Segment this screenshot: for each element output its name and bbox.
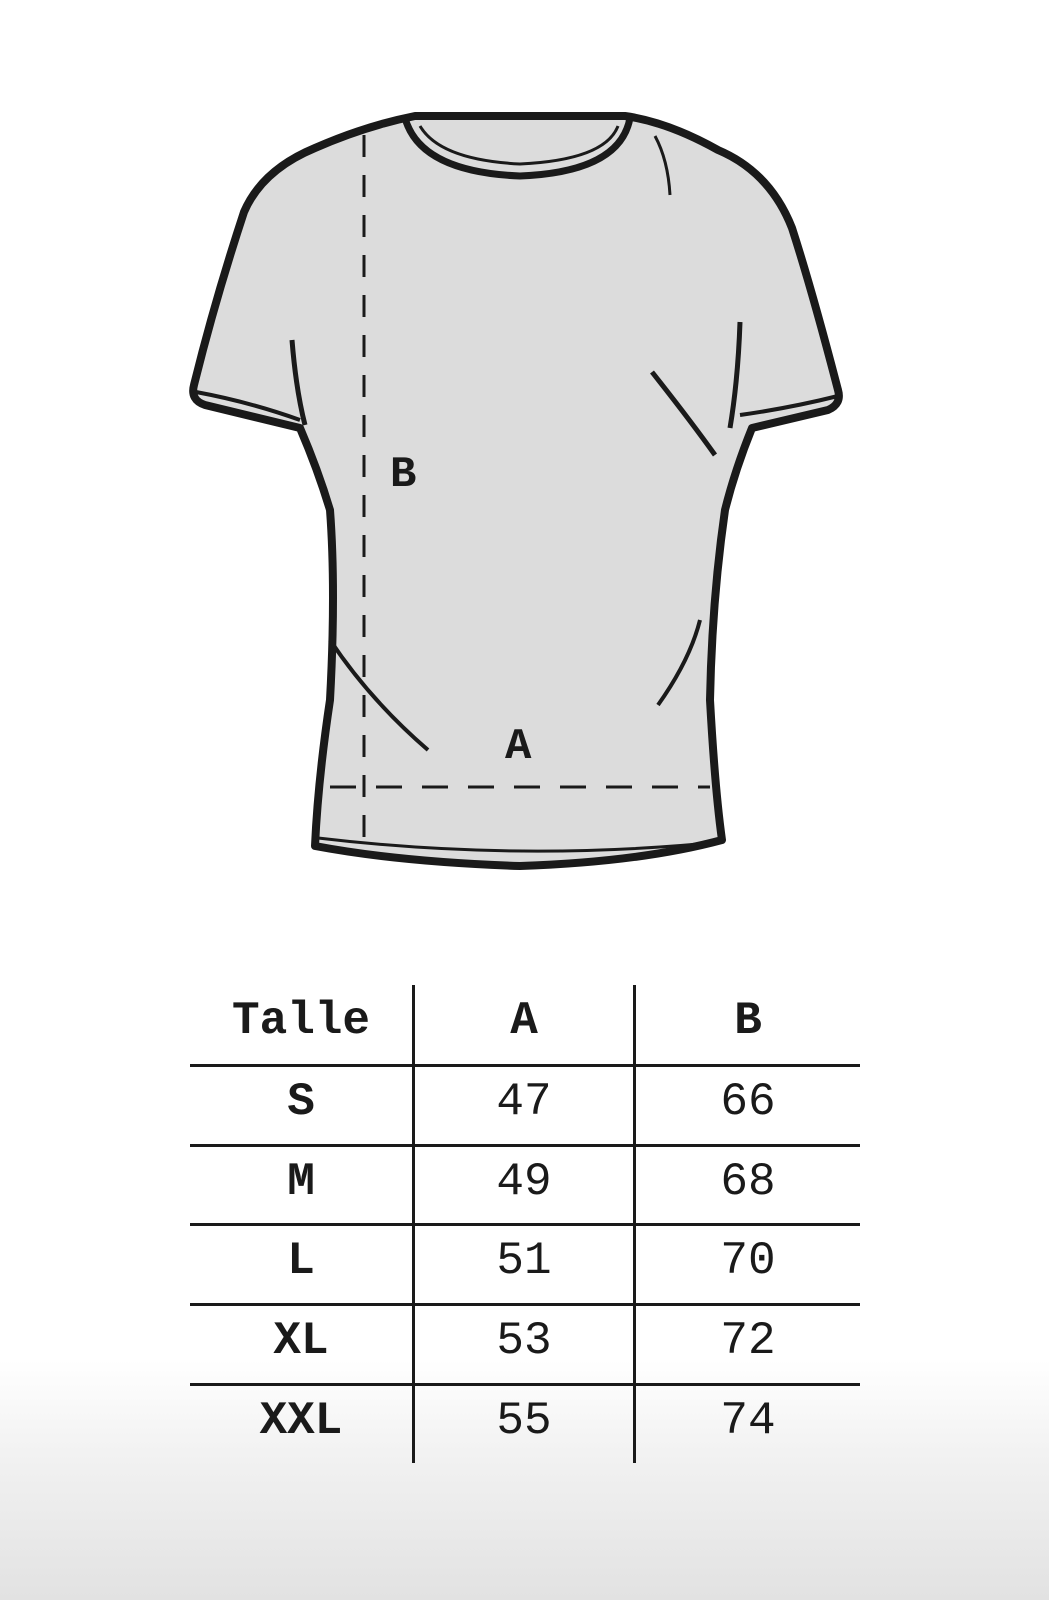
row-divider [190,1064,860,1067]
label-b: B [390,450,416,500]
size-cell: XXL [259,1395,343,1447]
tshirt-diagram: B A [189,112,843,870]
row-divider [190,1223,860,1226]
header-talle: Talle [231,995,371,1047]
measure-b-cell: 70 [720,1235,776,1287]
row-divider [190,1303,860,1306]
label-a: A [505,722,532,772]
measure-b-cell: 68 [720,1156,776,1208]
header-a: A [510,995,538,1047]
measure-b-cell: 66 [720,1076,776,1128]
size-cell: XL [273,1315,329,1367]
size-chart-table: Talle A B S 47 66 M 49 68 L 51 70 XL 53 … [190,985,860,1465]
row-divider [190,1383,860,1386]
size-cell: S [287,1076,315,1128]
size-cell: L [287,1235,315,1287]
measure-b-cell: 72 [720,1315,776,1367]
tshirt-collar [401,116,634,180]
measure-b-cell: 74 [720,1395,776,1447]
row-divider [190,1144,860,1147]
measure-a-cell: 53 [496,1315,552,1367]
header-b: B [734,995,762,1047]
measure-a-cell: 47 [496,1076,552,1128]
size-cell: M [287,1156,315,1208]
measure-a-cell: 51 [496,1235,552,1287]
measure-a-cell: 55 [496,1395,552,1447]
measure-a-cell: 49 [496,1156,552,1208]
